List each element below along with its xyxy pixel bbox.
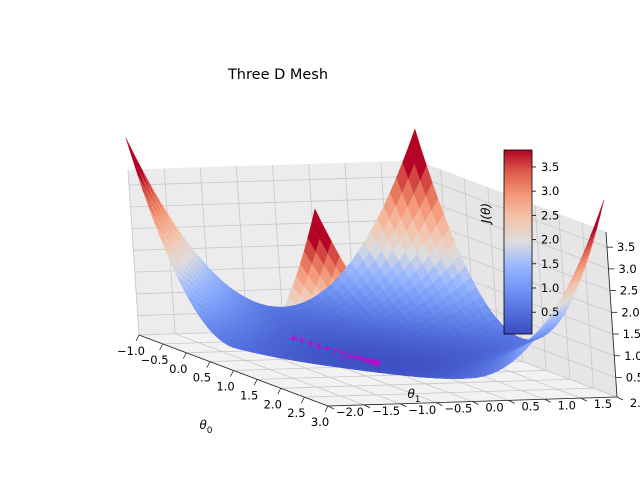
colorbar-tick-label: 1.5 [541,257,559,271]
y-tick-label: −0.5 [444,402,472,416]
chart-title: Three D Mesh [227,67,328,83]
axes-ticks: −1.0−0.50.00.51.01.52.02.53.0−2.0 −1.5 −1.… [117,240,640,429]
z-axis-line [605,231,618,398]
colorbar-tick-label: 2.5 [541,208,559,222]
x-tick-mark [135,334,140,342]
y-tick-mark [363,404,371,409]
x-tick-mark [277,388,282,395]
trajectory-point [298,337,306,345]
colorbar-ticks: 0.5 1.0 1.5 2.0 2.5 3.0 3.5 [532,160,559,319]
surface-facet [125,137,141,172]
y-tick-label: −1.0 [408,403,436,417]
x-tick-label: −0.5 [141,353,169,367]
y-tick-label: −2.0 [336,405,364,419]
trajectory-point [332,347,340,355]
z-tick-label: 3.0 [618,262,636,276]
colorbar-tick-label: 2.0 [541,233,559,247]
trajectory-point [307,340,315,348]
trajectory-point [374,359,382,367]
x-tick-label: 2.5 [287,406,305,420]
x-tick-label: 0.5 [193,371,211,385]
trajectory-point [290,335,298,343]
surface-facet [408,128,421,164]
x-axis-label: θ0 [199,418,212,436]
x-tick-label: 1.5 [240,388,258,402]
x-tick-label: 3.0 [311,415,329,429]
colorbar-tick-label: 3.0 [541,184,559,198]
x-tick-mark [324,405,329,413]
z-tick-label: 3.5 [617,240,635,254]
trajectory-point [323,345,331,353]
trajectory-point [315,342,323,350]
z-tick-label: 0.5 [626,370,640,384]
x-tick-label: 1.0 [216,380,234,394]
z-axis-label: J(θ) [479,203,493,225]
x-tick-label: 2.0 [264,397,282,411]
x-tick-label: −1.0 [117,344,145,358]
descent-trajectory [290,335,382,367]
y-tick-mark [400,403,407,408]
colorbar-tick-label: 1.0 [541,281,559,295]
y-tick-label: 0.0 [485,401,503,415]
x-tick-mark [182,352,187,359]
colorbar-tick-label: 0.5 [541,305,559,319]
z-tick-label: 1.0 [624,349,640,363]
y-tick-mark [616,396,624,401]
y-tick-mark [436,402,443,406]
trajectory-point [357,355,365,363]
x-tick-mark [230,370,234,377]
y-tick-label: 1.0 [558,398,576,412]
x-tick-mark [301,396,305,404]
z-tick-label: 2.5 [620,284,638,298]
trajectory-point [346,352,354,360]
surface-mesh [125,128,605,379]
z-tick-label: 2.0 [621,305,639,319]
trajectory-point [339,349,347,357]
grid-line-y [199,167,401,405]
colorbar-tick-label: 3.5 [541,160,559,174]
y-tick-mark [327,405,335,410]
trajectory-point [362,356,370,364]
y-tick-label: −1.5 [372,404,400,418]
y-tick-mark [472,401,479,405]
y-tick-mark [544,398,551,403]
x-tick-mark [206,361,211,368]
x-tick-label: 0.0 [169,362,187,376]
colorbar-gradient [503,149,533,335]
y-tick-label: 1.5 [594,397,612,411]
trajectory-point [352,353,360,361]
y-tick-mark [508,400,515,404]
colorbar: 0.5 1.0 1.5 2.0 2.5 3.0 3.5 [503,149,559,335]
y-tick-label: 0.5 [521,399,539,413]
z-tick-label: 1.5 [623,327,640,341]
surface-facet [593,199,605,231]
trajectory-point [365,357,373,365]
y-tick-label: 2.0 [630,396,640,410]
x-tick-mark [159,343,163,351]
x-tick-mark [253,379,258,386]
y-tick-mark [580,397,588,402]
